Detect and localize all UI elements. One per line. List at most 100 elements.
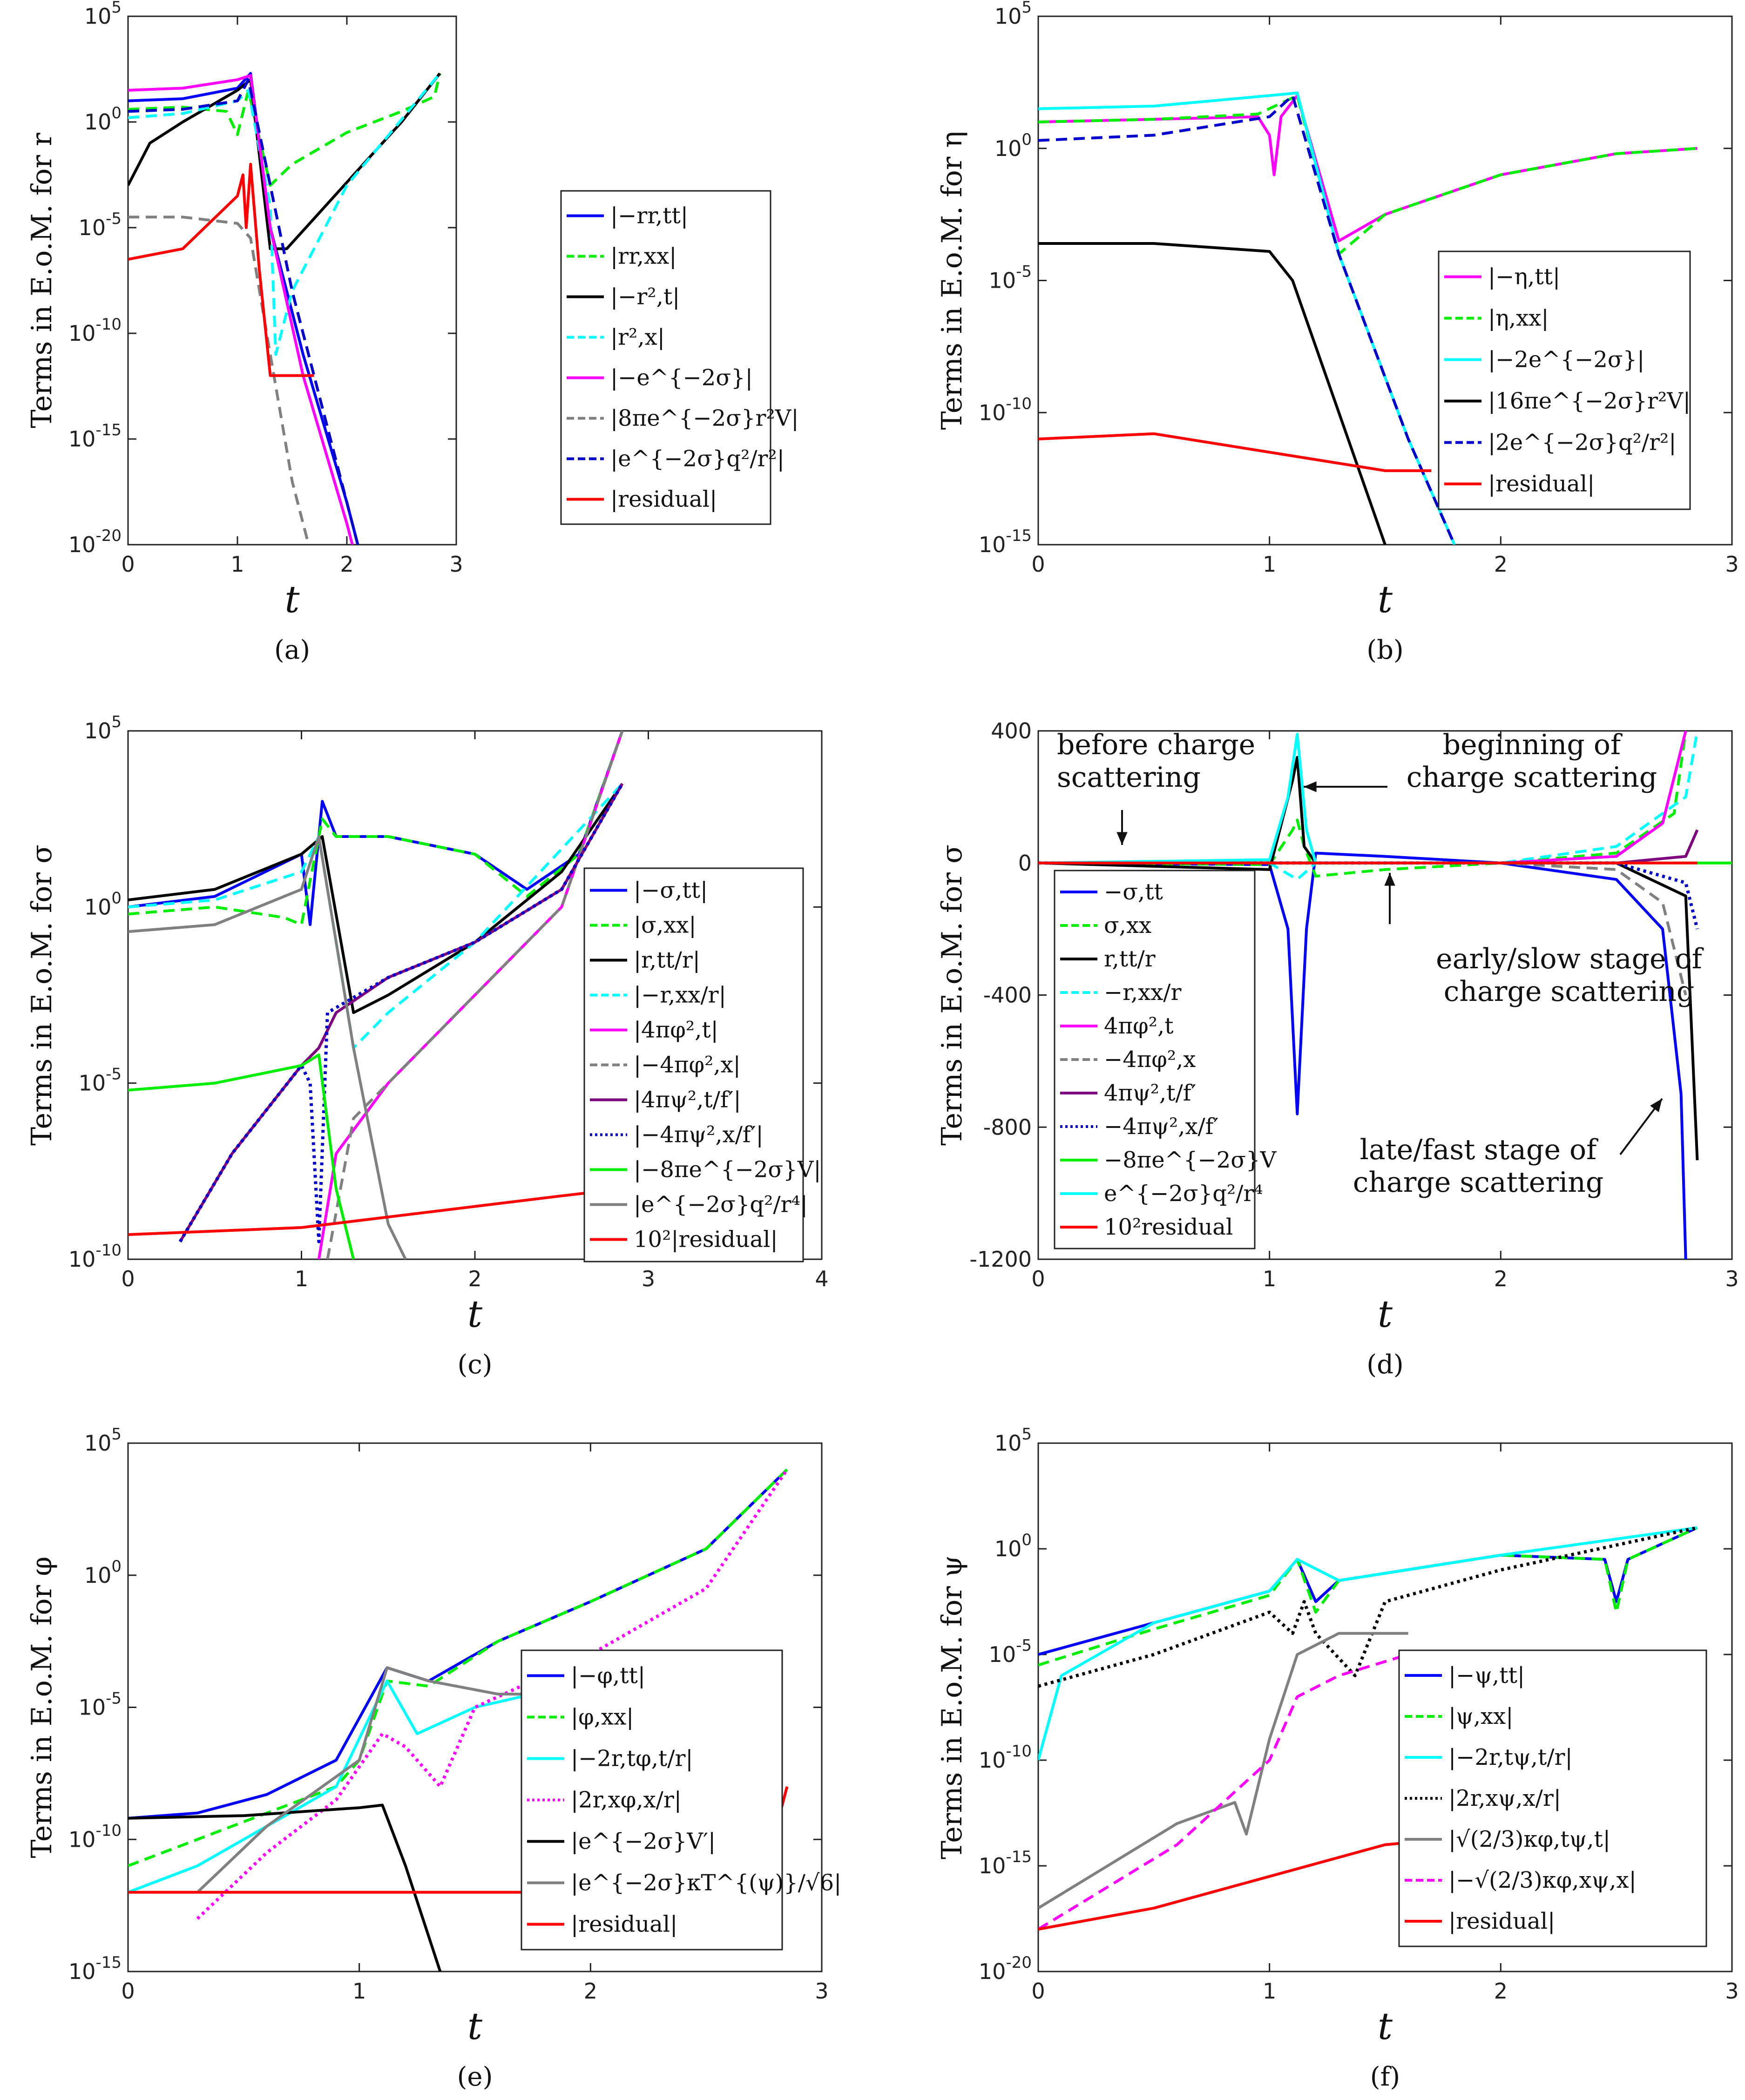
series-line-8 xyxy=(128,1053,355,1259)
series-line-3 xyxy=(196,1468,789,1920)
series-line-5 xyxy=(128,216,310,545)
legend-label: |−2r,tψ,t/r| xyxy=(1448,1744,1573,1770)
legend-box xyxy=(1398,1649,1707,1947)
legend-label: |4πψ²,t/f′| xyxy=(634,1087,741,1113)
series-line-5 xyxy=(196,1666,591,1893)
legend-box xyxy=(583,867,804,1263)
legend-label: |√(2/3)κφ,tψ,t| xyxy=(1448,1826,1610,1852)
series-line-4 xyxy=(1038,94,1456,545)
legend-label: 4πψ²,t/f′ xyxy=(1104,1080,1196,1106)
legend-label: |−2e^{−2σ}| xyxy=(1488,347,1644,373)
x-axis-label: t xyxy=(1378,2005,1393,2048)
x-tick-label: 0 xyxy=(1031,1266,1045,1291)
legend-label: −4πφ²,x xyxy=(1104,1047,1196,1073)
y-tick-label: 105 xyxy=(84,1425,122,1456)
legend-label: r,tt/r xyxy=(1104,946,1156,972)
series-line-5 xyxy=(1038,1653,1409,1931)
series-line-0 xyxy=(1038,1526,1698,1656)
series-line-5 xyxy=(1038,432,1432,473)
y-axis-label: Terms in E.o.M. for r xyxy=(26,133,58,428)
y-tick-label: 100 xyxy=(84,889,122,919)
y-tick-label: 105 xyxy=(84,713,122,743)
legend-label: |2r,xψ,x/r| xyxy=(1448,1785,1561,1811)
annotation-text: charge scattering xyxy=(1444,975,1695,1008)
annotation-text: late/fast stage of xyxy=(1360,1134,1599,1166)
series-line-2 xyxy=(1038,91,1456,545)
y-tick-label: 10-10 xyxy=(68,1821,122,1852)
legend-label: −4πψ²,x/f′ xyxy=(1104,1114,1218,1140)
legend-label: |e^{−2σ}q²/r⁴| xyxy=(634,1192,808,1218)
series-line-3 xyxy=(1038,242,1387,545)
annotation-text: beginning of xyxy=(1443,729,1623,761)
series-line-4 xyxy=(128,74,354,545)
x-tick-label: 0 xyxy=(1031,552,1045,577)
legend-label: |r,tt/r| xyxy=(634,947,700,973)
legend-label: |−e^{−2σ}| xyxy=(610,365,753,391)
y-tick-label: 100 xyxy=(84,1557,122,1588)
x-tick-label: 2 xyxy=(1494,552,1508,577)
y-axis-label: Terms in E.o.M. for η xyxy=(936,131,968,430)
y-tick-label: 100 xyxy=(84,104,122,135)
y-tick-label: 100 xyxy=(994,1531,1032,1561)
series-line-1 xyxy=(1038,731,1687,878)
series-line-3 xyxy=(128,72,441,356)
x-tick-label: 3 xyxy=(815,1978,828,2004)
x-tick-label: 2 xyxy=(1494,1266,1508,1291)
legend-label: |−r,xx/r| xyxy=(634,982,726,1008)
panel-caption: (b) xyxy=(1366,635,1404,665)
y-axis-label: Terms in E.o.M. for φ xyxy=(26,1557,58,1858)
x-tick-label: 0 xyxy=(121,1266,135,1291)
x-tick-label: 2 xyxy=(468,1266,481,1291)
series-line-3 xyxy=(128,783,623,1049)
annotation-text: early/slow stage of xyxy=(1436,943,1704,975)
legend-label: |ψ,xx| xyxy=(1448,1703,1513,1729)
panel-f: 0 1 2 3 10-20 10-15 10-10 10-5 100 105 t Terms in E… xyxy=(936,1425,1739,2092)
series-line-0 xyxy=(128,72,359,545)
panel-caption: (c) xyxy=(457,1350,492,1380)
y-tick-label: 10-5 xyxy=(989,1636,1032,1667)
series-line-2 xyxy=(1038,1526,1698,1761)
panel-caption: (f) xyxy=(1370,2062,1400,2092)
y-tick-label: 10-10 xyxy=(979,1742,1032,1773)
y-tick-label: -800 xyxy=(983,1114,1032,1140)
series-line-7 xyxy=(178,783,624,1243)
y-tick-label: 10-20 xyxy=(68,527,122,557)
legend-label: |−σ,tt| xyxy=(634,878,708,904)
legend-label: |−φ,tt| xyxy=(571,1663,645,1689)
legend-label: |residual| xyxy=(1488,471,1595,497)
legend-label: |−η,tt| xyxy=(1488,264,1560,290)
y-tick-label: 105 xyxy=(84,0,122,29)
annotation-text: scattering xyxy=(1057,761,1201,794)
series-line-2 xyxy=(128,783,624,1014)
legend-label: 4πφ²,t xyxy=(1104,1013,1173,1039)
x-tick-label: 0 xyxy=(121,552,135,577)
series-line-5 xyxy=(326,731,624,1259)
annotation-arrowhead xyxy=(1384,873,1395,886)
legend-label: |e^{−2σ}q²/r²| xyxy=(610,446,785,472)
x-tick-label: 3 xyxy=(1725,552,1738,577)
y-tick-label: 100 xyxy=(994,130,1032,161)
panel-a: 0 1 2 3 10-20 10-15 10-10 10-5 100 105 t Terms in E… xyxy=(26,0,799,665)
x-tick-label: 1 xyxy=(352,1978,366,2004)
legend-label: |−r²,t| xyxy=(610,284,680,310)
legend-label: |2e^{−2σ}q²/r²| xyxy=(1488,430,1676,456)
x-tick-label: 2 xyxy=(340,552,353,577)
series-line-0 xyxy=(1038,94,1698,243)
series-line-1 xyxy=(128,731,624,926)
x-axis-label: t xyxy=(1378,1292,1393,1336)
y-tick-label: 105 xyxy=(994,0,1032,29)
legend-label: −r,xx/r xyxy=(1104,979,1181,1006)
x-tick-label: 1 xyxy=(230,552,244,577)
panel-e: 0 1 2 3 10-15 10-10 10-5 100 105 t Terms in E.o.M.… xyxy=(26,1425,841,2092)
annotation-arrowhead xyxy=(1304,781,1317,792)
annotation-arrowhead xyxy=(1650,1099,1662,1113)
legend-label: |4πφ²,t| xyxy=(634,1017,718,1043)
annotation-text: charge scattering xyxy=(1353,1166,1604,1199)
legend-label: |−rr,tt| xyxy=(610,203,688,229)
legend-label: −σ,tt xyxy=(1104,879,1163,905)
y-tick-label: 10-15 xyxy=(979,1848,1032,1878)
legend-label: |η,xx| xyxy=(1488,305,1549,331)
series-line-0 xyxy=(128,731,624,926)
legend-label: |rr,xx| xyxy=(610,243,676,270)
